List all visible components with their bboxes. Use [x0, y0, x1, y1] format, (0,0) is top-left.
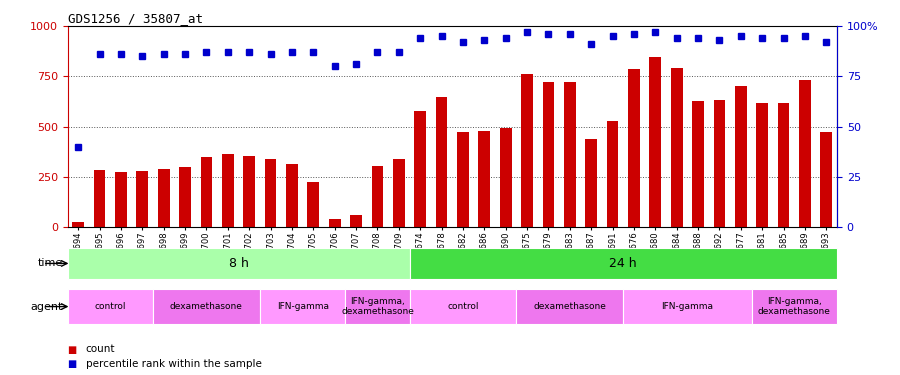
Bar — [328, 219, 340, 227]
Bar — [692, 102, 704, 227]
Bar — [752, 289, 837, 324]
Bar — [410, 289, 517, 324]
Bar — [650, 57, 662, 227]
Bar — [521, 74, 533, 227]
Text: IFN-gamma,
dexamethasone: IFN-gamma, dexamethasone — [341, 297, 414, 316]
Bar — [564, 82, 576, 227]
Text: percentile rank within the sample: percentile rank within the sample — [86, 359, 261, 369]
Text: ■: ■ — [68, 359, 76, 369]
Bar — [543, 82, 554, 227]
Bar — [350, 215, 362, 227]
Bar — [72, 222, 84, 227]
Bar — [201, 157, 212, 227]
Text: control: control — [94, 302, 126, 311]
Bar — [585, 139, 597, 227]
Text: time: time — [38, 258, 63, 268]
Text: control: control — [447, 302, 479, 311]
Bar — [372, 166, 383, 227]
Bar — [414, 111, 426, 227]
Bar — [179, 166, 191, 227]
Bar — [517, 289, 623, 324]
Bar — [735, 87, 747, 227]
Bar — [393, 159, 405, 227]
Text: count: count — [86, 345, 115, 354]
Bar — [500, 128, 511, 227]
Bar — [286, 164, 298, 227]
Text: dexamethasone: dexamethasone — [170, 302, 243, 311]
Bar — [308, 182, 320, 227]
Bar — [714, 100, 725, 227]
Bar — [94, 170, 105, 227]
Bar — [799, 80, 811, 227]
Bar — [115, 172, 127, 227]
Bar — [153, 289, 260, 324]
Text: 8 h: 8 h — [229, 257, 248, 270]
Bar — [436, 98, 447, 227]
Bar — [778, 104, 789, 227]
Text: GDS1256 / 35807_at: GDS1256 / 35807_at — [68, 12, 203, 25]
Bar — [457, 132, 469, 227]
Bar — [265, 159, 276, 227]
Bar — [158, 169, 169, 227]
Text: ■: ■ — [68, 345, 76, 354]
Text: 24 h: 24 h — [609, 257, 637, 270]
Bar — [410, 248, 837, 279]
Bar — [628, 69, 640, 227]
Bar — [623, 289, 752, 324]
Bar — [137, 171, 148, 227]
Bar — [346, 289, 410, 324]
Bar — [756, 104, 768, 227]
Bar — [479, 130, 490, 227]
Text: IFN-gamma: IFN-gamma — [276, 302, 328, 311]
Bar — [260, 289, 346, 324]
Bar — [670, 68, 682, 227]
Text: IFN-gamma: IFN-gamma — [662, 302, 714, 311]
Bar — [243, 156, 255, 227]
Bar — [222, 154, 234, 227]
Text: dexamethasone: dexamethasone — [534, 302, 607, 311]
Bar — [607, 120, 618, 227]
Bar — [68, 289, 153, 324]
Text: IFN-gamma,
dexamethasone: IFN-gamma, dexamethasone — [758, 297, 831, 316]
Bar — [821, 132, 833, 227]
Bar — [68, 248, 410, 279]
Text: agent: agent — [31, 302, 63, 312]
